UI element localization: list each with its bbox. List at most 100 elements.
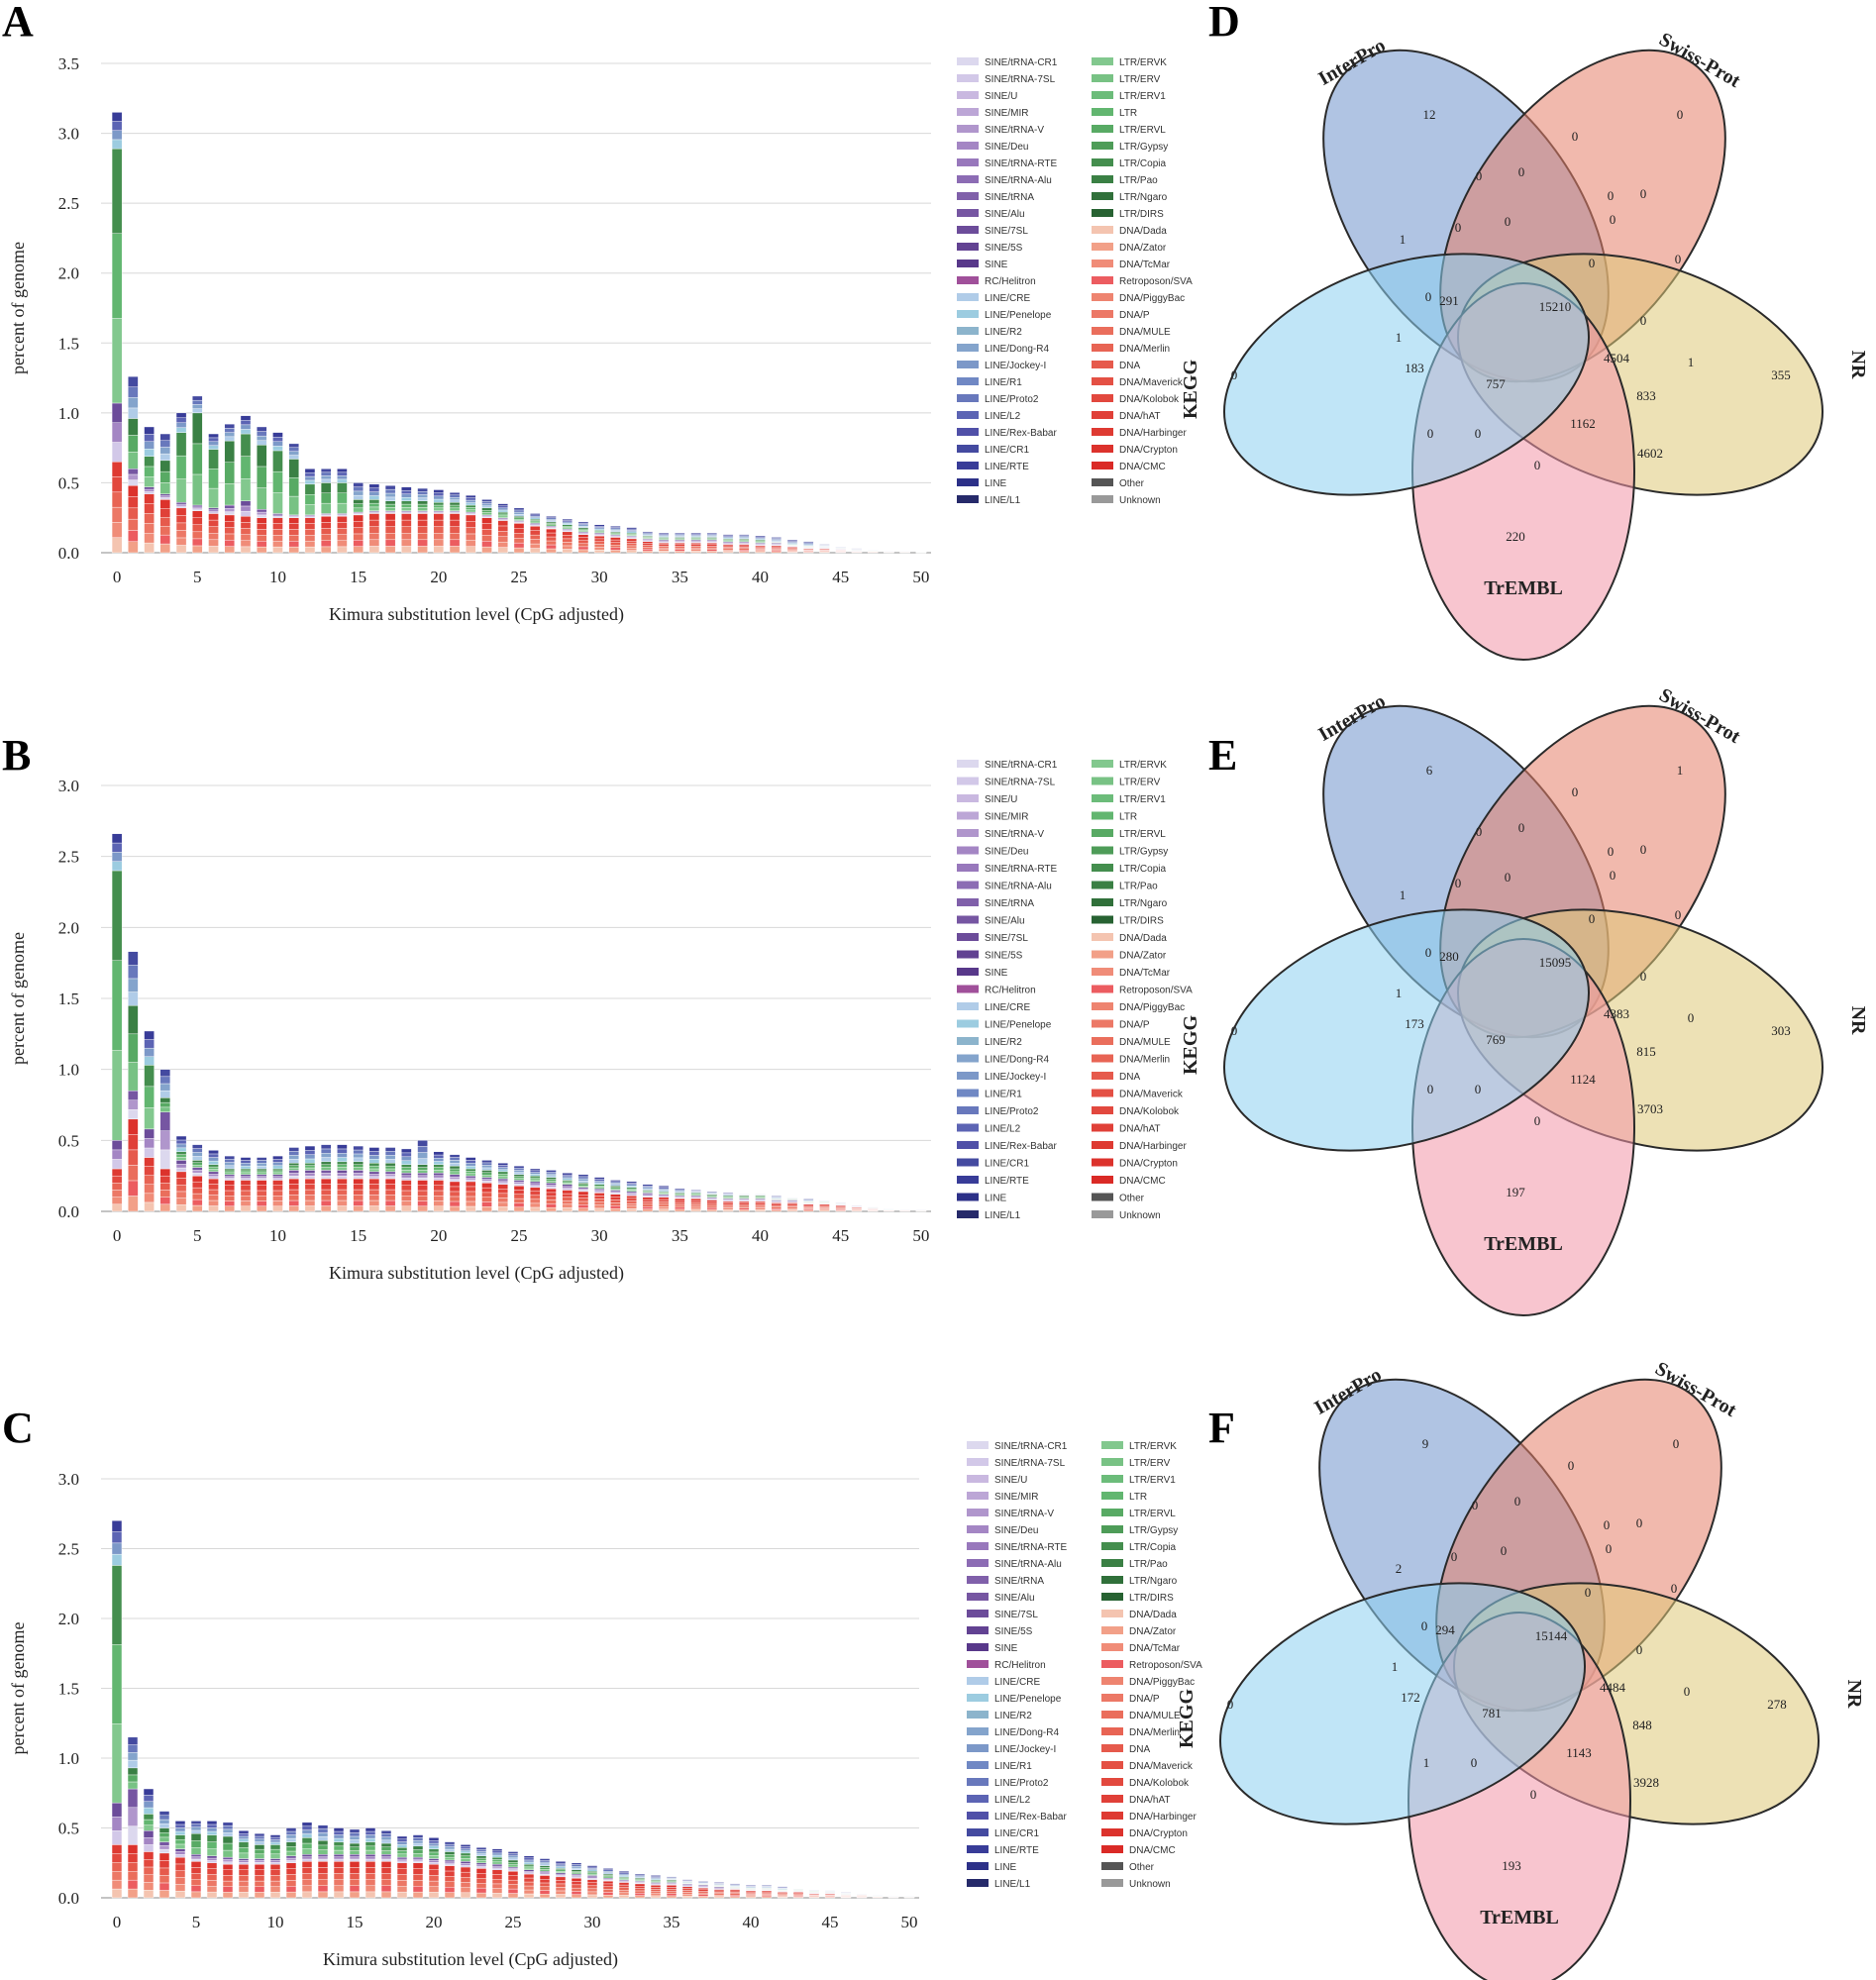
bar-segment [144,1138,155,1149]
bar-segment [530,525,541,531]
x-tick-label: 45 [832,1226,849,1245]
bar-segment [396,1850,408,1855]
bar-segment [190,1847,202,1855]
bar-segment [433,1175,445,1179]
bar-segment [240,1165,252,1170]
bar-segment [269,1853,281,1859]
bar-segment [475,1878,487,1884]
bar-segment [401,1170,412,1174]
bar-segment [481,1201,492,1207]
bar-segment [192,1198,203,1206]
bar-segment [175,1154,187,1158]
bar-segment [428,1863,440,1871]
bar-segment [523,1865,535,1869]
bar-segment [206,1821,218,1825]
bar-segment [466,504,476,508]
stacked-bar [593,524,605,554]
bar-segment [240,1178,252,1181]
bar-segment [320,469,332,473]
bar-segment [626,548,637,551]
bar-segment [577,527,589,530]
y-tick-label: 2.5 [58,848,79,867]
legend-swatch [957,1019,979,1028]
bar-segment [481,1167,492,1171]
bar-segment [523,1872,535,1875]
bar-segment [272,437,283,442]
bar-segment [304,1178,316,1185]
bar-segment [593,524,605,527]
bar-segment [571,1862,582,1865]
bar-segment [192,408,203,414]
bar-segment [539,1873,551,1876]
venn-count: 173 [1405,1016,1424,1031]
legend-label: DNA/Dada [1119,933,1167,944]
bar-segment [577,540,589,545]
bar-segment [602,1873,614,1876]
legend-label: LINE/R1 [994,1761,1032,1772]
stacked-bar [428,1837,440,1899]
legend-label: LTR/Copia [1119,864,1166,875]
bar-segment [586,1882,598,1886]
legend-label: LINE/RTE [985,1176,1029,1187]
bar-segment [337,469,348,473]
legend-label: Other [1119,1194,1145,1204]
bar-segment [475,1868,487,1874]
bar-segment [706,1191,718,1193]
bar-segment [577,537,589,541]
stacked-bar [337,1144,348,1212]
stacked-bar [481,1160,492,1212]
x-tick-label: 10 [269,568,286,586]
y-tick-label: 3.5 [58,54,79,73]
bar-segment [175,507,187,516]
legend-swatch [967,1778,989,1786]
bar-segment [254,1832,265,1837]
bar-segment [365,1858,376,1862]
bar-segment [144,1086,155,1108]
bar-segment [722,545,734,548]
bar-segment [272,470,283,493]
y-tick-label: 0.0 [58,544,79,563]
bar-segment [475,1864,487,1867]
bar-segment [491,1867,503,1871]
bar-segment [577,1178,589,1182]
bar-segment [144,486,155,490]
bar-segment [127,1759,139,1769]
bar-segment [240,1200,252,1206]
bar-segment [507,1884,519,1890]
legend-label: LINE [994,1862,1017,1873]
bar-segment [475,1855,487,1859]
legend-label: DNA/Maverick [1119,377,1184,388]
bar-segment [433,1154,445,1159]
venn-label-trembl: TrEMBL [1484,1233,1563,1255]
bar-segment [466,1163,476,1167]
bar-segment [449,507,461,511]
stacked-bar [803,1198,814,1212]
bar-segment [577,1207,589,1212]
bar-segment [128,1099,139,1110]
bar-segment [562,1183,573,1185]
bar-segment [333,1873,345,1880]
bar-segment [301,1829,313,1834]
bar-segment [401,1190,412,1197]
bar-segment [159,1106,171,1112]
legend-label: LINE/R2 [985,1037,1022,1048]
bar-segment [111,402,123,423]
bar-segment [577,1185,589,1188]
legend-swatch [957,495,979,503]
bar-segment [285,1837,297,1842]
bar-segment [224,1159,235,1163]
bar-segment [523,1889,535,1895]
bar-segment [466,1173,476,1177]
bar-segment [159,1083,171,1092]
legend-swatch [957,846,979,855]
bar-segment [491,1883,503,1889]
bar-segment [530,1168,541,1171]
bar-segment [144,434,155,442]
stacked-bar [304,1145,316,1212]
bar-segment [401,486,412,491]
bar-segment [238,1838,250,1842]
bar-segment [365,1856,376,1860]
legend-label: DNA/TcMar [1119,968,1171,979]
bar-segment [401,539,412,547]
bar-segment [240,1185,252,1192]
